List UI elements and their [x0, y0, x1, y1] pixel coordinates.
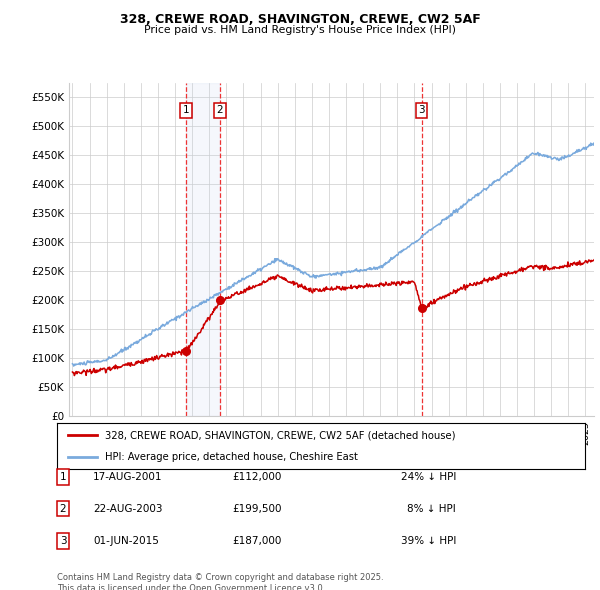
- Text: 24% ↓ HPI: 24% ↓ HPI: [401, 472, 456, 481]
- Text: 328, CREWE ROAD, SHAVINGTON, CREWE, CW2 5AF: 328, CREWE ROAD, SHAVINGTON, CREWE, CW2 …: [119, 13, 481, 26]
- Text: 1: 1: [59, 472, 67, 481]
- Text: 17-AUG-2001: 17-AUG-2001: [93, 472, 163, 481]
- Text: 8% ↓ HPI: 8% ↓ HPI: [407, 504, 456, 513]
- Text: 01-JUN-2015: 01-JUN-2015: [93, 536, 159, 546]
- Text: 22-AUG-2003: 22-AUG-2003: [93, 504, 163, 513]
- Text: 3: 3: [59, 536, 67, 546]
- Text: £112,000: £112,000: [233, 472, 282, 481]
- Text: 39% ↓ HPI: 39% ↓ HPI: [401, 536, 456, 546]
- Text: 2: 2: [59, 504, 67, 513]
- Text: Contains HM Land Registry data © Crown copyright and database right 2025.
This d: Contains HM Land Registry data © Crown c…: [57, 573, 383, 590]
- Text: 2: 2: [217, 106, 223, 116]
- Text: 1: 1: [182, 106, 189, 116]
- Text: £187,000: £187,000: [233, 536, 282, 546]
- Text: HPI: Average price, detached house, Cheshire East: HPI: Average price, detached house, Ches…: [104, 451, 358, 461]
- Text: 3: 3: [418, 106, 425, 116]
- Text: Price paid vs. HM Land Registry's House Price Index (HPI): Price paid vs. HM Land Registry's House …: [144, 25, 456, 35]
- Bar: [186, 83, 220, 416]
- Text: 328, CREWE ROAD, SHAVINGTON, CREWE, CW2 5AF (detached house): 328, CREWE ROAD, SHAVINGTON, CREWE, CW2 …: [104, 431, 455, 441]
- Text: £199,500: £199,500: [233, 504, 282, 513]
